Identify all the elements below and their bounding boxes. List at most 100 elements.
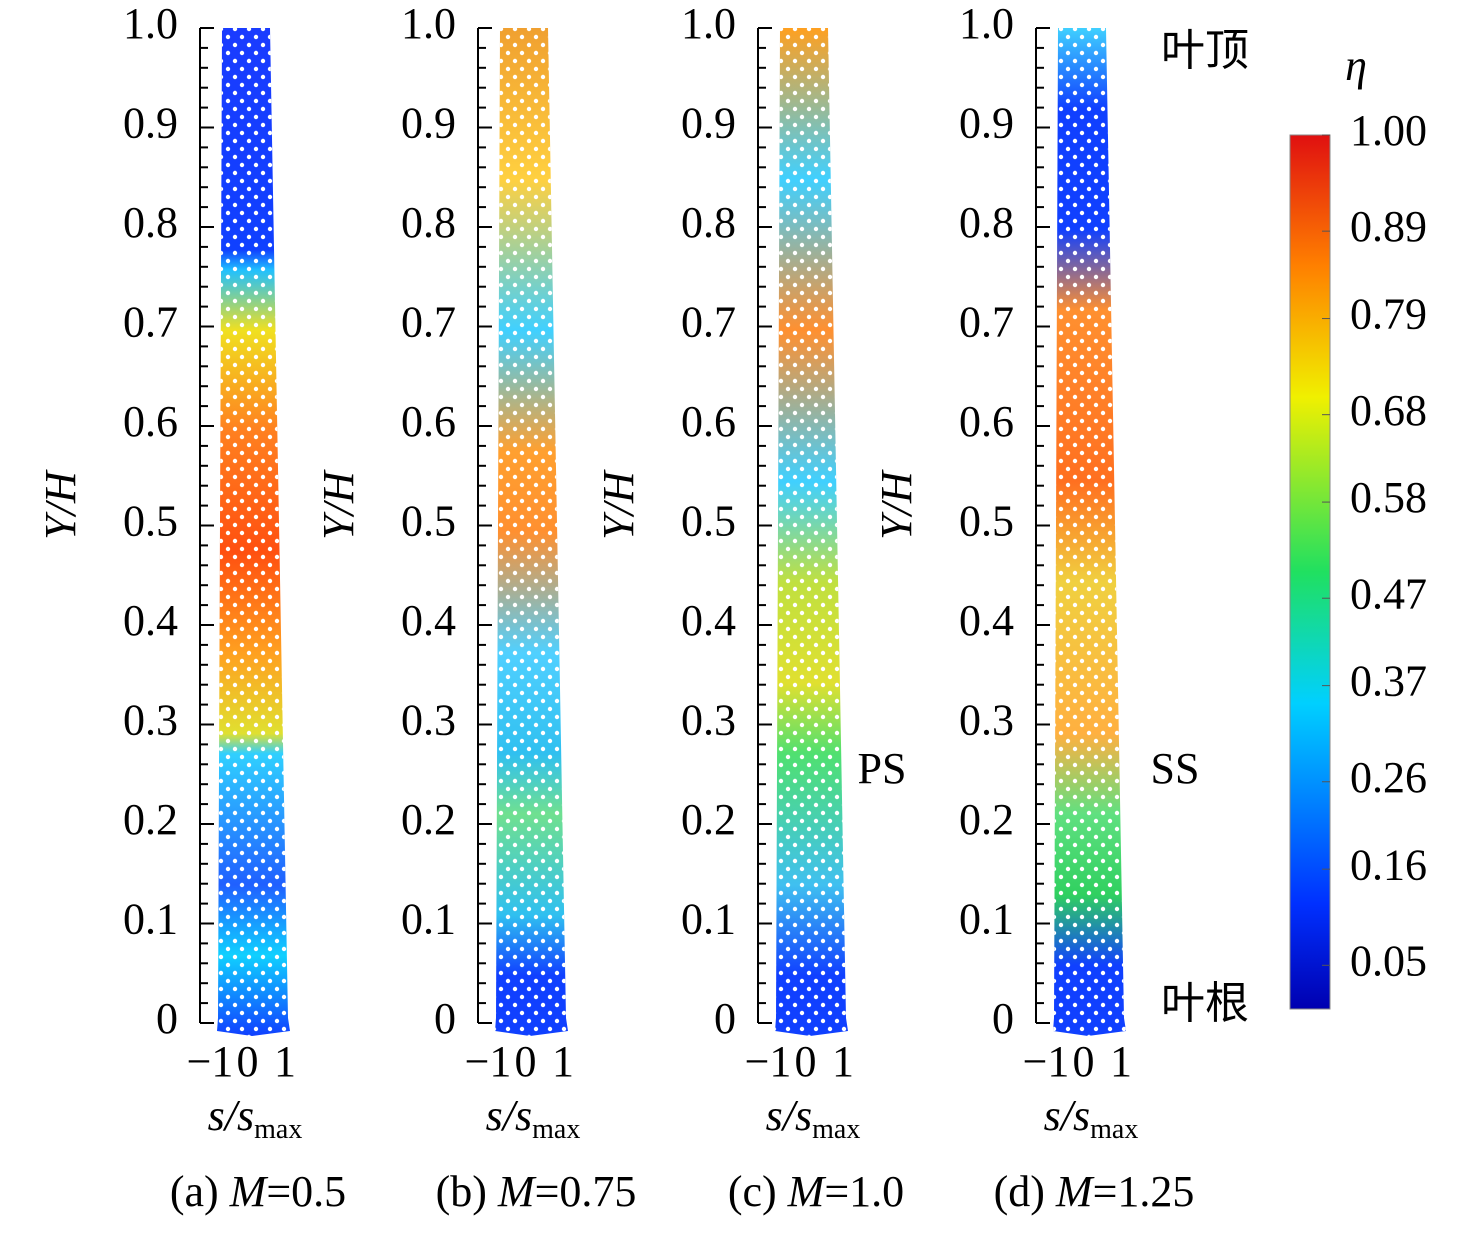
caption-var: M: [229, 1167, 269, 1216]
cooling-holes: [495, 28, 568, 1036]
y-tick-label: 0.3: [123, 696, 178, 745]
y-tick-label: 0.7: [681, 298, 736, 347]
y-tick-label: 0.6: [401, 397, 456, 446]
colorbar-tick-label: 0.79: [1350, 290, 1427, 339]
x-axis-label: s/smax: [766, 1091, 861, 1145]
x-axis-label-sub: max: [812, 1114, 860, 1145]
y-tick-label: 0.9: [123, 99, 178, 148]
y-tick-label: 1.0: [681, 0, 736, 48]
x-tick-label: 0: [237, 1037, 259, 1086]
panel-caption: (c) M=1.0: [728, 1167, 904, 1216]
x-tick-label: 1: [832, 1037, 854, 1086]
y-tick-label: 0.1: [681, 895, 736, 944]
x-tick-label: −1: [1023, 1037, 1070, 1086]
y-tick-label: 1.0: [959, 0, 1014, 48]
y-tick-label: 0.2: [959, 795, 1014, 844]
x-tick-label: −1: [187, 1037, 234, 1086]
cooling-holes: [775, 28, 848, 1036]
y-tick-label: 0.3: [959, 696, 1014, 745]
colorbar-tick-label: 0.37: [1350, 657, 1427, 706]
y-tick-label: 0.1: [123, 895, 178, 944]
x-tick-label: 0: [795, 1037, 817, 1086]
y-tick-label: 0.4: [681, 596, 736, 645]
colorbar-label: η: [1345, 41, 1367, 90]
y-tick-label: 0: [992, 994, 1014, 1043]
x-axis-label-main: s/s: [766, 1091, 812, 1140]
x-axis-label: s/smax: [486, 1091, 581, 1145]
colorbar-tick-label: 0.05: [1350, 936, 1427, 985]
y-tick-label: 0.1: [401, 895, 456, 944]
colorbar-tick-label: 0.47: [1350, 569, 1427, 618]
y-tick-label: 0.7: [959, 298, 1014, 347]
x-axis-label-main: s/s: [486, 1091, 532, 1140]
x-tick-label: 1: [552, 1037, 574, 1086]
y-axis-label: Y/H: [36, 469, 85, 540]
y-tick-label: 0.3: [401, 696, 456, 745]
panel-caption: (b) M=0.75: [436, 1167, 637, 1216]
y-tick-label: 0.4: [959, 596, 1014, 645]
y-tick-label: 0.9: [681, 99, 736, 148]
caption-label: (c): [728, 1167, 777, 1216]
y-tick-label: 0.6: [123, 397, 178, 446]
cooling-holes: [217, 28, 290, 1036]
caption-label: (b): [436, 1167, 487, 1216]
y-axis-label: Y/H: [314, 469, 363, 540]
panel-caption: (a) M=0.5: [170, 1167, 346, 1216]
y-tick-label: 0.1: [959, 895, 1014, 944]
x-tick-label: 1: [1110, 1037, 1132, 1086]
y-tick-label: 1.0: [123, 0, 178, 48]
y-tick-label: 0.7: [401, 298, 456, 347]
y-tick-label: 0.7: [123, 298, 178, 347]
y-tick-label: 0.4: [401, 596, 456, 645]
colorbar-tick-label: 0.26: [1350, 753, 1427, 802]
root-label: 叶根: [1161, 979, 1249, 1028]
x-axis-label: s/smax: [208, 1091, 303, 1145]
colorbar: [1289, 134, 1331, 1010]
y-axis-label: Y/H: [872, 469, 921, 540]
y-tick-label: 0.8: [401, 198, 456, 247]
y-tick-label: 1.0: [401, 0, 456, 48]
y-tick-label: 0.6: [681, 397, 736, 446]
x-axis-label: s/smax: [1044, 1091, 1139, 1145]
x-axis-label-sub: max: [1090, 1114, 1138, 1145]
x-tick-label: −1: [465, 1037, 512, 1086]
x-axis-label-main: s/s: [208, 1091, 254, 1140]
y-tick-label: 0.2: [401, 795, 456, 844]
colorbar-tick-label: 0.68: [1350, 386, 1427, 435]
x-tick-label: −1: [745, 1037, 792, 1086]
colorbar-tick-label: 0.89: [1350, 202, 1427, 251]
caption-var: M: [787, 1167, 827, 1216]
colorbar-tick-label: 0.16: [1350, 840, 1427, 889]
y-tick-label: 0.6: [959, 397, 1014, 446]
y-tick-label: 0.3: [681, 696, 736, 745]
caption-value: =0.5: [266, 1167, 346, 1216]
y-tick-label: 0.8: [123, 198, 178, 247]
x-axis-label-sub: max: [254, 1114, 302, 1145]
ss-label: SS: [1151, 744, 1200, 793]
y-tick-label: 0.2: [123, 795, 178, 844]
ps-label: PS: [858, 744, 907, 793]
y-tick-label: 0.5: [401, 497, 456, 546]
x-tick-label: 0: [515, 1037, 537, 1086]
tip-label: 叶顶: [1161, 26, 1249, 75]
y-axis-label: Y/H: [594, 469, 643, 540]
caption-label: (a): [170, 1167, 219, 1216]
caption-var: M: [497, 1167, 537, 1216]
caption-value: =0.75: [535, 1167, 637, 1216]
y-tick-label: 0.8: [681, 198, 736, 247]
caption-value: =1.25: [1093, 1167, 1195, 1216]
colorbar-tick-label: 1.00: [1350, 106, 1427, 155]
y-tick-label: 0.4: [123, 596, 178, 645]
y-tick-label: 0.9: [959, 99, 1014, 148]
y-tick-label: 0: [434, 994, 456, 1043]
y-tick-label: 0.5: [681, 497, 736, 546]
y-tick-label: 0.9: [401, 99, 456, 148]
caption-label: (d): [994, 1167, 1045, 1216]
x-tick-label: 1: [274, 1037, 296, 1086]
caption-var: M: [1055, 1167, 1095, 1216]
y-tick-label: 0.5: [123, 497, 178, 546]
y-tick-label: 0: [156, 994, 178, 1043]
colorbar-tick-label: 0.58: [1350, 473, 1427, 522]
x-axis-label-sub: max: [532, 1114, 580, 1145]
